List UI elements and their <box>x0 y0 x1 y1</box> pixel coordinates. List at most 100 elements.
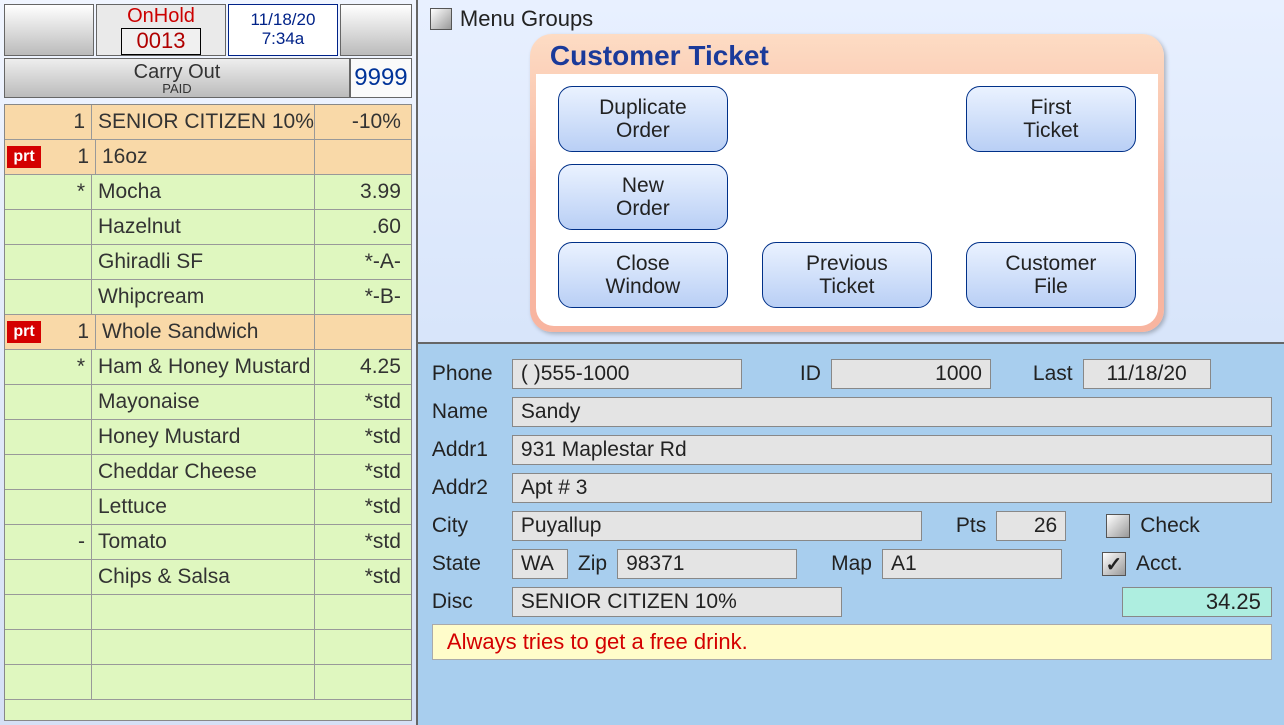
name-input[interactable]: Sandy <box>512 397 1272 427</box>
ticket-row[interactable]: Lettuce*std <box>5 490 411 525</box>
station-number[interactable]: 9999 <box>350 58 412 98</box>
ticket-row[interactable]: 1SENIOR CITIZEN 10%-10% <box>5 105 411 140</box>
customer-ticket-panel: Customer Ticket DuplicateOrder FirstTick… <box>530 34 1164 332</box>
row-desc: Lettuce <box>91 490 315 524</box>
ticket-row[interactable]: *Ham & Honey Mustard4.25 <box>5 350 411 385</box>
row-tag <box>5 245 39 279</box>
row-qty: * <box>39 175 91 209</box>
ticket-row[interactable]: prt1Whole Sandwich <box>5 315 411 350</box>
phone-label: Phone <box>432 362 502 386</box>
row-desc: Whole Sandwich <box>95 315 315 349</box>
name-label: Name <box>432 400 502 424</box>
row-desc: Ham & Honey Mustard <box>91 350 315 384</box>
row-price: *std <box>315 385 411 419</box>
ticket-row[interactable]: Ghiradli SF*-A- <box>5 245 411 280</box>
ticket-lines[interactable]: 1SENIOR CITIZEN 10%-10%prt116oz*Mocha3.9… <box>4 104 412 721</box>
first-ticket-button[interactable]: FirstTicket <box>966 86 1136 152</box>
row-qty <box>39 630 91 664</box>
row-desc: Mocha <box>91 175 315 209</box>
ticket-number: 0013 <box>121 28 201 54</box>
row-tag <box>5 490 39 524</box>
customer-ticket-title: Customer Ticket <box>536 34 1158 74</box>
ticket-row[interactable] <box>5 595 411 630</box>
id-input[interactable]: 1000 <box>831 359 991 389</box>
state-input[interactable]: WA <box>512 549 568 579</box>
row-qty: 1 <box>43 315 95 349</box>
customer-form: Phone ( )555-1000 ID 1000 Last 11/18/20 … <box>418 342 1284 725</box>
row-price: *std <box>315 420 411 454</box>
ticket-row[interactable] <box>5 665 411 700</box>
ticket-row[interactable]: *Mocha3.99 <box>5 175 411 210</box>
row-price <box>315 595 411 629</box>
customer-file-button[interactable]: CustomerFile <box>966 242 1136 308</box>
check-checkbox[interactable] <box>1106 514 1130 538</box>
row-price: *std <box>315 455 411 489</box>
ticket-row[interactable]: Hazelnut.60 <box>5 210 411 245</box>
row-desc: Chips & Salsa <box>91 560 315 594</box>
order-type-box[interactable]: Carry Out PAID <box>4 58 350 98</box>
row-desc <box>91 665 315 699</box>
row-desc: Cheddar Cheese <box>91 455 315 489</box>
map-input[interactable]: A1 <box>882 549 1062 579</box>
row-price <box>315 315 411 349</box>
ticket-row[interactable]: Honey Mustard*std <box>5 420 411 455</box>
ticket-row[interactable]: Mayonaise*std <box>5 385 411 420</box>
ticket-row[interactable]: Whipcream*-B- <box>5 280 411 315</box>
time-label: 7:34a <box>229 30 337 49</box>
acct-checkbox[interactable]: ✓ <box>1102 552 1126 576</box>
row-qty: - <box>39 525 91 559</box>
row-qty <box>39 595 91 629</box>
row-tag <box>5 630 39 664</box>
row-desc: 16oz <box>95 140 315 174</box>
disc-input[interactable]: SENIOR CITIZEN 10% <box>512 587 842 617</box>
disc-label: Disc <box>432 590 502 614</box>
ticket-row[interactable]: Chips & Salsa*std <box>5 560 411 595</box>
zip-input[interactable]: 98371 <box>617 549 797 579</box>
ticket-row[interactable] <box>5 630 411 665</box>
ticket-row[interactable]: -Tomato*std <box>5 525 411 560</box>
row-qty <box>39 420 91 454</box>
city-label: City <box>432 514 502 538</box>
check-label: Check <box>1140 514 1200 538</box>
paid-label: PAID <box>5 82 349 95</box>
phone-input[interactable]: ( )555-1000 <box>512 359 742 389</box>
row-qty: * <box>39 350 91 384</box>
addr1-input[interactable]: 931 Maplestar Rd <box>512 435 1272 465</box>
last-input[interactable]: 11/18/20 <box>1083 359 1211 389</box>
row-qty <box>39 665 91 699</box>
row-price: 3.99 <box>315 175 411 209</box>
menu-groups-checkbox[interactable] <box>430 8 452 30</box>
zip-label: Zip <box>578 552 607 576</box>
row-price: *-A- <box>315 245 411 279</box>
row-desc: Ghiradli SF <box>91 245 315 279</box>
addr2-input[interactable]: Apt # 3 <box>512 473 1272 503</box>
previous-ticket-button[interactable]: PreviousTicket <box>762 242 932 308</box>
header-right-button[interactable] <box>340 4 412 56</box>
row-qty <box>39 455 91 489</box>
state-label: State <box>432 552 502 576</box>
row-desc: Hazelnut <box>91 210 315 244</box>
pts-input[interactable]: 26 <box>996 511 1066 541</box>
row-price: 4.25 <box>315 350 411 384</box>
ticket-row[interactable]: prt116oz <box>5 140 411 175</box>
row-qty <box>39 490 91 524</box>
row-tag <box>5 280 39 314</box>
row-tag <box>5 105 39 139</box>
duplicate-order-button[interactable]: DuplicateOrder <box>558 86 728 152</box>
prt-tag: prt <box>7 321 41 343</box>
row-price: .60 <box>315 210 411 244</box>
row-tag <box>5 420 39 454</box>
order-type-label: Carry Out <box>5 62 349 82</box>
row-qty: 1 <box>39 105 91 139</box>
last-label: Last <box>1033 362 1073 386</box>
row-qty <box>39 560 91 594</box>
city-input[interactable]: Puyallup <box>512 511 922 541</box>
row-tag <box>5 385 39 419</box>
ticket-row[interactable]: Cheddar Cheese*std <box>5 455 411 490</box>
close-window-button[interactable]: CloseWindow <box>558 242 728 308</box>
row-tag <box>5 350 39 384</box>
row-price: *std <box>315 560 411 594</box>
row-price: *std <box>315 490 411 524</box>
new-order-button[interactable]: NewOrder <box>558 164 728 230</box>
header-left-button[interactable] <box>4 4 94 56</box>
